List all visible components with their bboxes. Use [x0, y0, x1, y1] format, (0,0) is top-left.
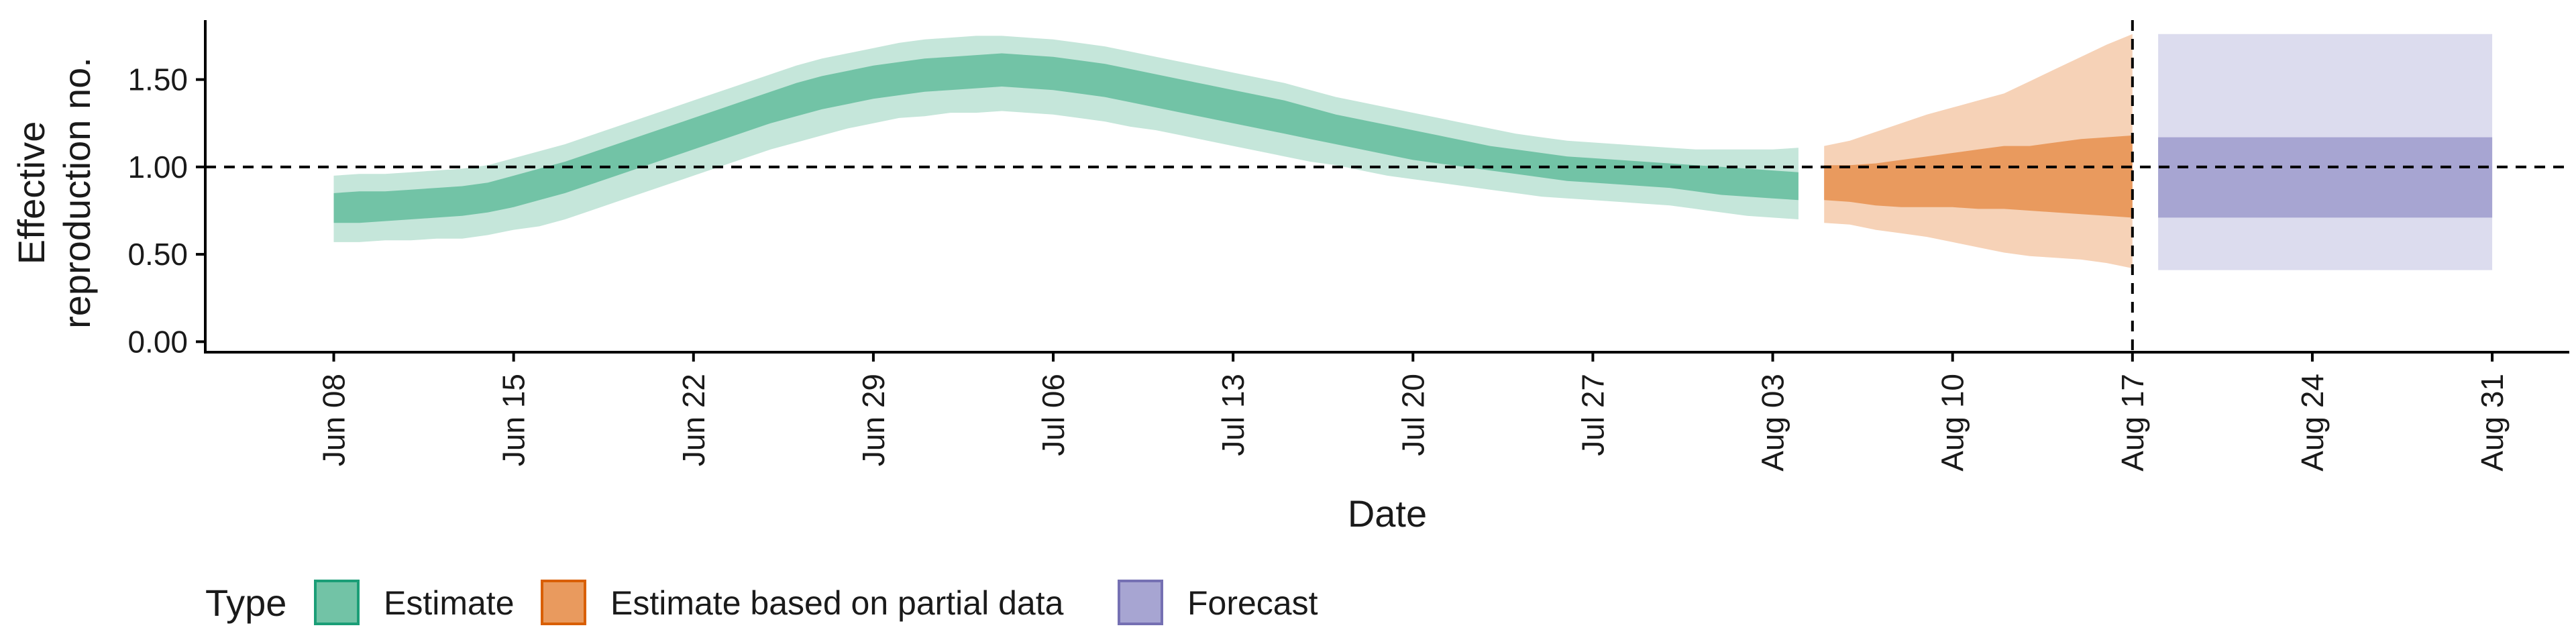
- x-ticks: Jun 08 Jun 15 Jun 22 Jun 29 Jul 06 Jul 13 Jul …: [317, 352, 2510, 472]
- legend: Type Estimate Estimate based on partial d…: [205, 580, 1318, 625]
- y-tick-label: 1.50: [127, 62, 188, 97]
- y-ticks: 0.00 0.50 1.00 1.50: [127, 62, 205, 359]
- x-tick-label: Jun 29: [856, 374, 891, 466]
- legend-label-forecast: Forecast: [1187, 584, 1318, 622]
- y-axis-title: Effectivereproduction no.: [10, 57, 98, 329]
- legend-label-estimate-based-on-partial-data: Estimate based on partial data: [610, 584, 1064, 622]
- band-inner-estimate-based-on-partial-data: [1824, 135, 2133, 218]
- band-inner-forecast: [2158, 137, 2493, 218]
- bands-layer: [333, 34, 2493, 270]
- y-tick-label: 0.50: [127, 237, 188, 272]
- x-tick-label: Jun 15: [496, 374, 531, 466]
- x-tick-label: Jul 20: [1395, 374, 1430, 456]
- x-tick-label: Aug 24: [2295, 374, 2330, 472]
- legend-label-estimate: Estimate: [384, 584, 515, 622]
- x-tick-label: Jun 08: [317, 374, 352, 466]
- x-tick-label: Aug 31: [2475, 374, 2510, 472]
- legend-title: Type: [205, 582, 286, 624]
- y-tick-label: 1.00: [127, 150, 188, 184]
- legend-swatch-forecast: [1118, 580, 1163, 625]
- x-tick-label: Aug 17: [2115, 374, 2150, 472]
- x-tick-label: Jul 13: [1216, 374, 1250, 456]
- band-inner-estimate: [333, 53, 1799, 223]
- y-axis-title-line: Effective: [10, 121, 52, 265]
- x-tick-label: Aug 03: [1756, 374, 1790, 472]
- x-axis-title: Date: [1348, 492, 1427, 535]
- x-tick-label: Jul 06: [1036, 374, 1071, 456]
- y-tick-label: 0.00: [127, 324, 188, 359]
- legend-swatch-estimate: [314, 580, 360, 625]
- x-tick-label: Jun 22: [676, 374, 711, 466]
- x-tick-label: Jul 27: [1575, 374, 1610, 456]
- legend-swatch-estimate-based-on-partial-data: [541, 580, 586, 625]
- x-tick-label: Aug 10: [1935, 374, 1970, 472]
- y-axis-title-line: reproduction no.: [56, 57, 98, 329]
- axes-layer: [204, 20, 2569, 354]
